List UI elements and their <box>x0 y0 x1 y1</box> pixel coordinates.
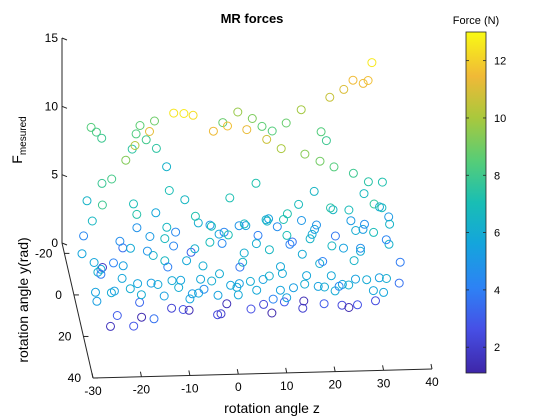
colorbar-tick-label: 4 <box>494 285 500 297</box>
z-tick-label: 15 <box>45 31 59 45</box>
z-tick-label: 5 <box>51 168 58 182</box>
chart-title: MR forces <box>221 11 284 26</box>
colorbar-tick-label: 12 <box>494 56 506 68</box>
x-tick-label: 10 <box>280 379 294 393</box>
colorbar-tick-label: 6 <box>494 228 500 240</box>
y-tick-label: 40 <box>68 371 82 385</box>
y-axis-label: rotation angle y(rad) <box>15 237 31 362</box>
z-axis-label-main: F <box>9 155 25 164</box>
x-tick-label: -30 <box>84 384 102 398</box>
x-tick-label: -10 <box>181 381 199 395</box>
x-tick-label: -20 <box>133 383 151 397</box>
x-axis-label: rotation angle z <box>224 400 320 416</box>
x-tick-label: 30 <box>377 376 391 390</box>
y-tick-label: 20 <box>58 329 72 343</box>
y-tick-label: -20 <box>35 246 53 260</box>
y-tick-label: 0 <box>55 288 62 302</box>
colorbar-gradient <box>466 32 486 373</box>
x-tick-label: 40 <box>425 375 439 389</box>
z-tick-label: 10 <box>45 99 59 113</box>
colorbar-tick-label: 8 <box>494 170 500 182</box>
z-tick-label: 0 <box>51 236 58 250</box>
colorbar-tick-label: 10 <box>494 113 506 125</box>
x-tick-label: 20 <box>328 378 342 392</box>
colorbar-tick-label: 2 <box>494 342 500 354</box>
x-tick-label: 0 <box>235 380 242 394</box>
z-axis-label-sub: mesured <box>18 116 29 155</box>
colorbar-title: Force (N) <box>453 15 499 27</box>
